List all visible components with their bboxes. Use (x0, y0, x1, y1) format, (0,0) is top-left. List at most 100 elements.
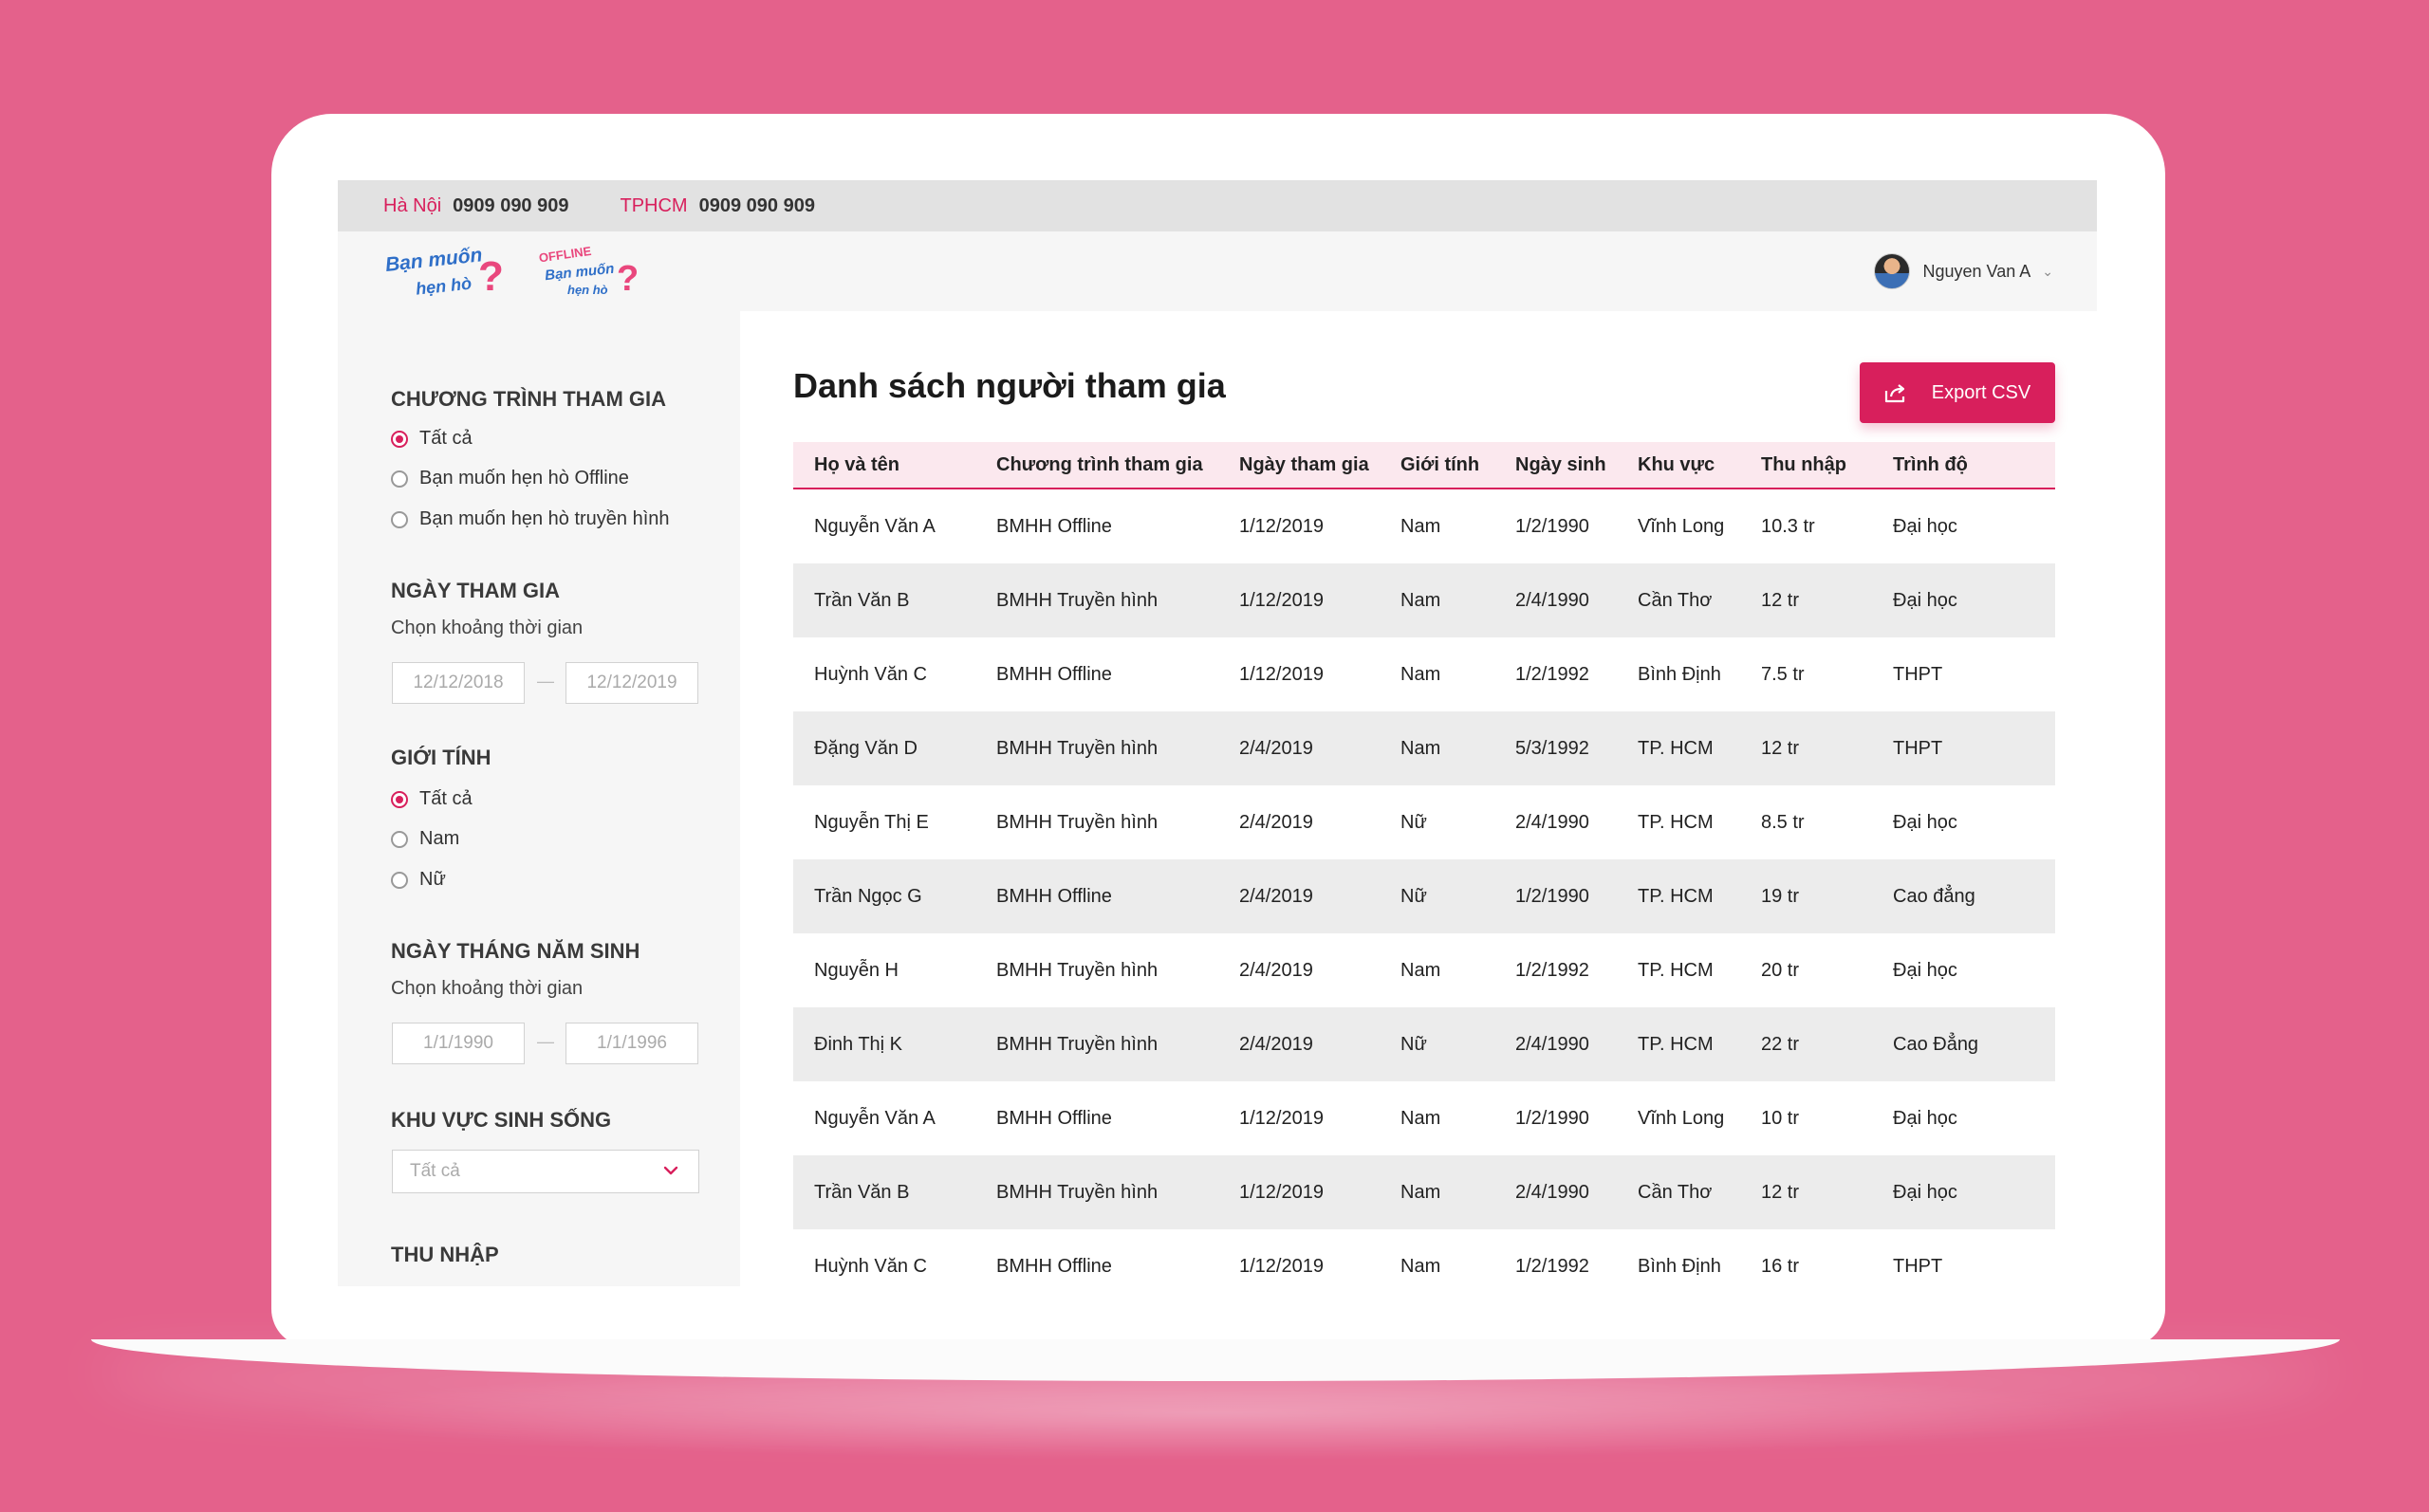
svg-text:hẹn hò: hẹn hò (415, 274, 473, 299)
column-header[interactable]: Ngày sinh (1515, 453, 1606, 475)
export-csv-button[interactable]: Export CSV (1860, 362, 2055, 423)
table-cell: BMHH Truyền hình (996, 959, 1159, 981)
table-cell: Vĩnh Long (1638, 515, 1725, 537)
table-cell: TP. HCM (1638, 959, 1714, 981)
column-header[interactable]: Khu vực (1638, 453, 1715, 475)
column-header[interactable]: Trình độ (1893, 453, 1968, 475)
radio-gender-all[interactable]: Tất cả (391, 788, 473, 810)
table-cell: Nam (1400, 1255, 1441, 1277)
table-cell: BMHH Truyền hình (996, 1033, 1159, 1055)
birth-date-from-input[interactable]: 1/1/1990 (392, 1023, 525, 1064)
table-cell: 1/2/1990 (1515, 515, 1589, 537)
table-cell: Nam (1400, 589, 1441, 611)
svg-text:?: ? (478, 253, 504, 300)
avatar (1873, 253, 1910, 289)
birth-date-to-input[interactable]: 1/1/1996 (566, 1023, 698, 1064)
table-row[interactable]: Trần Văn B BMHH Truyền hình 1/12/2019 Nam 2/… (793, 1155, 2055, 1229)
table-cell: 1/12/2019 (1239, 1181, 1324, 1203)
svg-text:?: ? (617, 259, 639, 299)
region-select-value: Tất cả (410, 1161, 460, 1181)
table-cell: 10.3 tr (1761, 515, 1815, 537)
table-cell: BMHH Offline (996, 515, 1112, 537)
table-row[interactable]: Đặng Văn D BMHH Truyền hình 2/4/2019 Nam 5/3… (793, 711, 2055, 785)
table-row[interactable]: Nguyễn Văn A BMHH Offline 1/12/2019 Nam 1/2/… (793, 1081, 2055, 1155)
join-date-from-input[interactable]: 12/12/2018 (392, 662, 525, 704)
app-header: Bạn muốn hẹn hò ? OFFLINE Bạn muốn hẹn h… (338, 231, 2097, 311)
table-cell: Cao Đẳng (1893, 1033, 1979, 1055)
table-row[interactable]: Đinh Thị K BMHH Truyền hình 2/4/2019 Nữ 2/4/… (793, 1007, 2055, 1081)
radio-checked-icon (391, 430, 408, 448)
column-header[interactable]: Họ và tên (814, 453, 900, 475)
svg-text:Bạn muốn: Bạn muốn (544, 261, 615, 285)
logo-ban-muon-hen-ho[interactable]: Bạn muốn hẹn hò ? (383, 243, 507, 300)
export-csv-label: Export CSV (1931, 381, 2031, 403)
contact-phone[interactable]: 0909 090 909 (698, 194, 815, 216)
table-row[interactable]: Nguyễn Văn A BMHH Offline 1/12/2019 Nam 1/2/… (793, 489, 2055, 563)
table-cell: Nữ (1400, 1033, 1427, 1055)
table-cell: 2/4/2019 (1239, 885, 1313, 907)
laptop-shadow (285, 1366, 2144, 1461)
table-row[interactable]: Huỳnh Văn C BMHH Offline 1/12/2019 Nam 1/2/1… (793, 1229, 2055, 1286)
table-header: Họ và tên Chương trình tham gia Ngày tha… (793, 442, 2055, 489)
page-title: Danh sách người tham gia (793, 366, 1226, 405)
chevron-down-icon: ⌄ (2042, 263, 2053, 279)
table-cell: Trần Văn B (814, 589, 910, 611)
radio-gender-female[interactable]: Nữ (391, 869, 446, 891)
table-cell: TP. HCM (1638, 1033, 1714, 1055)
table-cell: Nam (1400, 1107, 1441, 1129)
contact-phone[interactable]: 0909 090 909 (453, 194, 569, 216)
column-header[interactable]: Chương trình tham gia (996, 453, 1203, 475)
table-row[interactable]: Nguyễn H BMHH Truyền hình 2/4/2019 Nam 1/2/1… (793, 933, 2055, 1007)
table-row[interactable]: Trần Văn B BMHH Truyền hình 1/12/2019 Nam 2/… (793, 563, 2055, 637)
table-row[interactable]: Nguyễn Thị E BMHH Truyền hình 2/4/2019 Nữ 2/… (793, 785, 2055, 859)
logo-offline[interactable]: OFFLINE Bạn muốn hẹn hò ? (537, 243, 641, 300)
radio-label: Tất cả (419, 788, 473, 809)
table-cell: Nam (1400, 515, 1441, 537)
filter-join-date-title: NGÀY THAM GIA (391, 579, 561, 602)
join-date-to-input[interactable]: 12/12/2019 (566, 662, 698, 704)
filter-birth-date-title: NGÀY THÁNG NĂM SINH (391, 939, 640, 963)
radio-program-all[interactable]: Tất cả (391, 428, 473, 450)
radio-program-offline[interactable]: Bạn muốn hẹn hò Offline (391, 468, 629, 489)
table-cell: Nam (1400, 959, 1441, 981)
table-cell: Nam (1400, 1181, 1441, 1203)
table-cell: THPT (1893, 663, 1943, 685)
table-cell: Nam (1400, 663, 1441, 685)
table-cell: Đại học (1893, 811, 1957, 833)
table-cell: Cao đẳng (1893, 885, 1975, 907)
contact-bar: Hà Nội 0909 090 909 TPHCM 0909 090 909 (338, 180, 2097, 231)
filter-region-title: KHU VỰC SINH SỐNG (391, 1108, 612, 1132)
table-cell: Cần Thơ (1638, 1181, 1713, 1203)
column-header[interactable]: Giới tính (1400, 453, 1480, 475)
column-header[interactable]: Thu nhập (1761, 453, 1846, 475)
table-cell: Nguyễn Thị E (814, 811, 929, 833)
filter-birth-date-subtitle: Chọn khoảng thời gian (391, 978, 584, 999)
column-header[interactable]: Ngày tham gia (1239, 453, 1369, 475)
radio-unchecked-icon (391, 510, 408, 528)
table-cell: 1/12/2019 (1239, 1255, 1324, 1277)
radio-label: Bạn muốn hẹn hò truyền hình (419, 508, 670, 529)
table-cell: 16 tr (1761, 1255, 1800, 1277)
filter-income-title: THU NHẬP (391, 1243, 499, 1266)
table-cell: 1/12/2019 (1239, 515, 1324, 537)
table-cell: Nữ (1400, 811, 1427, 833)
table-cell: Đại học (1893, 1107, 1957, 1129)
table-cell: 1/12/2019 (1239, 1107, 1324, 1129)
region-select[interactable]: Tất cả (392, 1150, 699, 1193)
table-cell: 7.5 tr (1761, 663, 1805, 685)
table-row[interactable]: Trần Ngọc G BMHH Offline 2/4/2019 Nữ 1/2/199… (793, 859, 2055, 933)
table-cell: Nam (1400, 737, 1441, 759)
radio-program-tv[interactable]: Bạn muốn hẹn hò truyền hình (391, 508, 670, 530)
table-cell: 2/4/1990 (1515, 1033, 1589, 1055)
table-cell: 1/12/2019 (1239, 663, 1324, 685)
table-body: Nguyễn Văn A BMHH Offline 1/12/2019 Nam 1/2/… (793, 489, 2055, 1286)
table-row[interactable]: Huỳnh Văn C BMHH Offline 1/12/2019 Nam 1/2/1… (793, 637, 2055, 711)
radio-unchecked-icon (391, 871, 408, 889)
table-cell: BMHH Offline (996, 885, 1112, 907)
table-cell: 2/4/2019 (1239, 811, 1313, 833)
user-menu[interactable]: Nguyen Van A ⌄ (1873, 252, 2053, 290)
table-cell: 1/2/1992 (1515, 663, 1589, 685)
radio-label: Nam (419, 828, 460, 849)
table-cell: Đặng Văn D (814, 737, 918, 759)
radio-gender-male[interactable]: Nam (391, 828, 459, 850)
